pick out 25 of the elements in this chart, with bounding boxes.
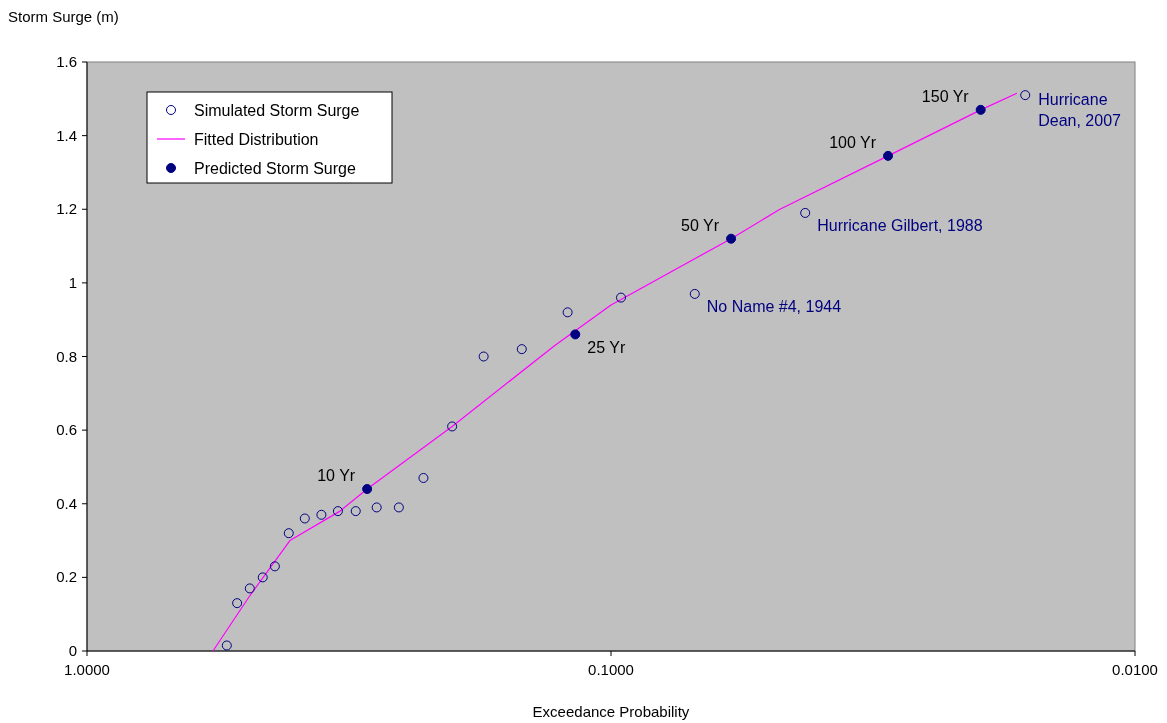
y-tick-label: 1.6 [56,53,77,70]
y-tick-label: 0.8 [56,347,77,365]
x-tick-label: 0.0100 [1112,661,1158,678]
annotation: 50 Yr [681,216,720,234]
x-axis-title: Exceedance Probability [532,703,690,720]
legend-label: Fitted Distribution [194,131,319,148]
y-tick-label: 0.4 [56,494,77,512]
legend-label: Predicted Storm Surge [194,160,356,177]
y-tick-label: 0.2 [56,568,77,586]
y-tick-label: 1.2 [56,200,77,218]
x-tick-label: 0.1000 [588,661,634,678]
y-axis-title: Storm Surge (m) [8,8,119,25]
y-tick-label: 0.6 [56,421,77,439]
y-tick-label: 0 [68,642,77,659]
annotation: Hurricane Gilbert, 1988 [817,216,983,234]
annotation: 100 Yr [829,133,877,151]
x-tick-label: 1.0000 [64,661,110,678]
annotation: No Name #4, 1944 [706,297,842,315]
annotation: 25 Yr [587,339,626,357]
annotation: 10 Yr [317,467,356,485]
legend-label: Simulated Storm Surge [194,102,360,119]
annotation: Hurricane Dean, 2007 [1038,91,1122,130]
annotation: 150 Yr [921,87,970,105]
y-tick-label: 1.4 [56,126,77,144]
y-tick-label: 1 [68,273,77,291]
